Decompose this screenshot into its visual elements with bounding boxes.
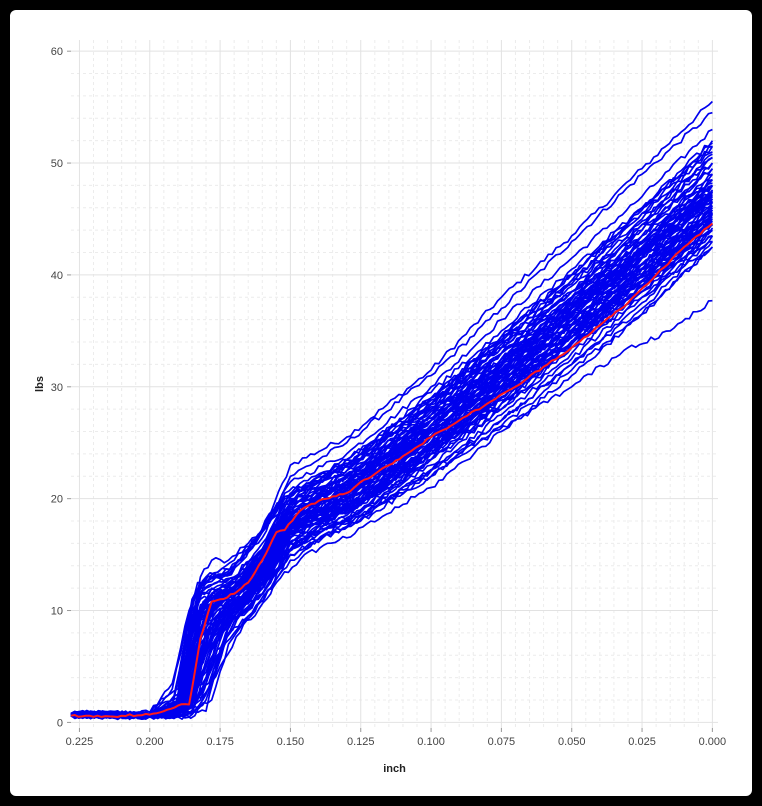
- x-axis-ticks: 0.225 0.200 0.175 0.150 0.125 0.100 0.075 0.050…: [66, 728, 726, 748]
- x-tick-label: 0.000: [699, 736, 727, 748]
- y-tick-label: 0: [57, 717, 63, 729]
- x-tick-label: 0.050: [558, 736, 586, 748]
- x-tick-label: 0.200: [136, 736, 164, 748]
- x-tick-label: 0.225: [66, 736, 94, 748]
- series-lines: [70, 100, 714, 721]
- series-line: [70, 223, 713, 720]
- x-tick-label: 0.175: [206, 736, 234, 748]
- series-line: [70, 204, 713, 720]
- x-tick-label: 0.150: [277, 736, 305, 748]
- x-tick-label: 0.025: [628, 736, 656, 748]
- y-tick-label: 40: [51, 270, 63, 282]
- chart: 0.225 0.200 0.175 0.150 0.125 0.100 0.075 0.050…: [34, 40, 726, 775]
- y-tick-label: 50: [51, 158, 63, 170]
- y-tick-label: 10: [51, 606, 63, 618]
- minor-gridlines: [71, 40, 718, 728]
- series-line: [70, 128, 713, 718]
- y-tick-label: 60: [51, 46, 63, 58]
- series-line: [70, 299, 713, 720]
- series-line: [70, 111, 713, 718]
- series-line: [70, 194, 713, 717]
- y-tick-label: 30: [51, 382, 63, 394]
- series-line: [70, 140, 714, 719]
- series-line: [70, 213, 714, 719]
- series-line: [70, 153, 713, 720]
- highlight-line: [70, 222, 714, 718]
- x-tick-label: 0.125: [347, 736, 375, 748]
- major-gridlines: [71, 40, 718, 728]
- y-axis-title: lbs: [34, 376, 46, 392]
- x-tick-label: 0.100: [417, 736, 445, 748]
- chart-card: 0.225 0.200 0.175 0.150 0.125 0.100 0.075 0.050…: [10, 10, 752, 796]
- highlight-line-layer: [70, 222, 714, 718]
- y-axis-ticks: 0 10 20 30 40 50 60: [51, 46, 71, 729]
- y-tick-label: 20: [51, 494, 63, 506]
- x-axis-title: inch: [383, 763, 406, 775]
- x-tick-label: 0.075: [488, 736, 516, 748]
